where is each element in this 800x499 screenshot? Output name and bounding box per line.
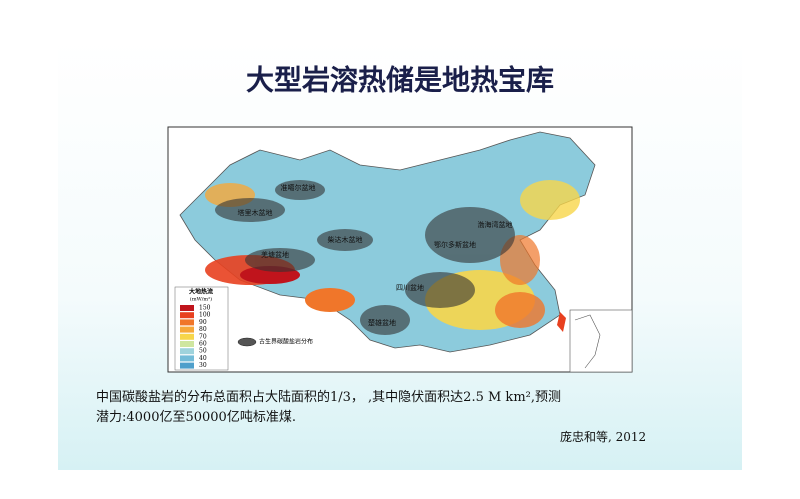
legend-swatch xyxy=(180,355,194,362)
legend-value: 100 xyxy=(199,312,211,319)
legend-swatch xyxy=(180,348,194,355)
legend-unit: (mW/m²) xyxy=(190,296,212,303)
legend-value: 90 xyxy=(199,319,207,326)
body-text: 中国碳酸盐岩的分布总面积占大陆面积的1/3， ,其中隐伏面积达2.5 M km²… xyxy=(96,388,561,428)
basin-label: 准噶尔盆地 xyxy=(281,183,316,192)
citation: 庞忠和等, 2012 xyxy=(560,430,647,444)
basin-label: 塔里木盆地 xyxy=(238,208,273,217)
legend-swatch xyxy=(180,362,194,369)
legend-value: 150 xyxy=(199,305,211,312)
legend-swatch xyxy=(180,305,194,311)
legend-value: 40 xyxy=(199,355,207,362)
legend-title: 大地热流 xyxy=(189,288,213,296)
legend-value: 60 xyxy=(199,341,207,348)
basin-label: 羌塘盆地 xyxy=(261,250,289,259)
legend-swatch xyxy=(180,341,194,347)
carbonate-label: 古生界碳酸盐岩分布 xyxy=(259,338,313,346)
legend-value: 80 xyxy=(199,326,207,333)
basin-label: 渤海湾盆地 xyxy=(478,220,513,229)
legend-swatch xyxy=(180,319,194,326)
title: 大型岩溶热储是地热宝库 xyxy=(246,64,554,97)
legend-swatch xyxy=(180,312,194,319)
legend-value: 70 xyxy=(199,333,207,340)
basin-label: 楚雄盆地 xyxy=(368,318,396,327)
legend-swatch xyxy=(180,333,194,340)
basin-label: 鄂尔多斯盆地 xyxy=(434,240,476,249)
legend-swatch xyxy=(180,326,194,333)
legend-value: 50 xyxy=(199,348,207,355)
text-line: 潜力:4000亿至50000亿吨标准煤. xyxy=(96,410,296,425)
text-line: 中国碳酸盐岩的分布总面积占大陆面积的1/3， ,其中隐伏面积达2.5 M km²… xyxy=(96,390,561,405)
legend-value: 30 xyxy=(199,362,207,369)
map xyxy=(167,126,633,373)
basin-label: 柴达木盆地 xyxy=(328,235,363,244)
basin-label: 四川盆地 xyxy=(396,283,424,292)
